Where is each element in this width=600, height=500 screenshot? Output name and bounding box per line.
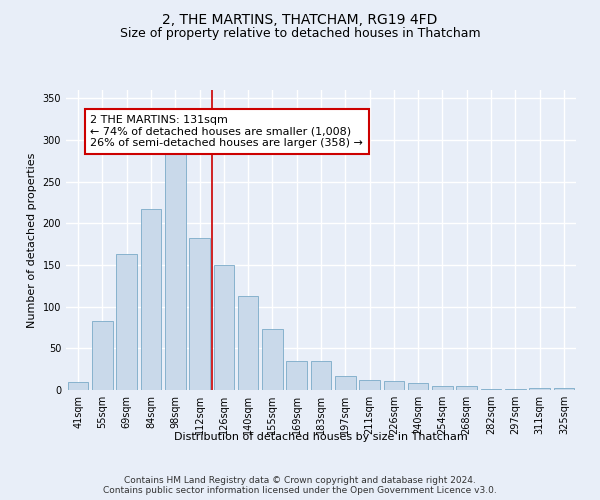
Bar (359, 380, 380, 390)
Bar (408, 384, 428, 390)
Bar (554, 388, 574, 390)
Bar (432, 386, 453, 390)
Bar (68, 382, 88, 390)
Y-axis label: Number of detached properties: Number of detached properties (27, 152, 37, 328)
Bar (189, 238, 210, 390)
Bar (214, 265, 234, 390)
Bar (311, 361, 331, 390)
Text: Size of property relative to detached houses in Thatcham: Size of property relative to detached ho… (119, 28, 481, 40)
Bar (457, 386, 477, 390)
Bar (383, 381, 404, 390)
Bar (286, 361, 307, 390)
Text: 2, THE MARTINS, THATCHAM, RG19 4FD: 2, THE MARTINS, THATCHAM, RG19 4FD (163, 12, 437, 26)
Bar (505, 389, 526, 390)
Bar (92, 321, 113, 390)
Text: Distribution of detached houses by size in Thatcham: Distribution of detached houses by size … (174, 432, 468, 442)
Text: 2 THE MARTINS: 131sqm
← 74% of detached houses are smaller (1,008)
26% of semi-d: 2 THE MARTINS: 131sqm ← 74% of detached … (90, 115, 363, 148)
Bar (481, 389, 502, 390)
Text: Contains HM Land Registry data © Crown copyright and database right 2024.
Contai: Contains HM Land Registry data © Crown c… (103, 476, 497, 495)
Bar (335, 376, 356, 390)
Bar (165, 152, 185, 390)
Bar (116, 254, 137, 390)
Bar (238, 296, 259, 390)
Bar (529, 388, 550, 390)
Bar (262, 329, 283, 390)
Bar (140, 209, 161, 390)
